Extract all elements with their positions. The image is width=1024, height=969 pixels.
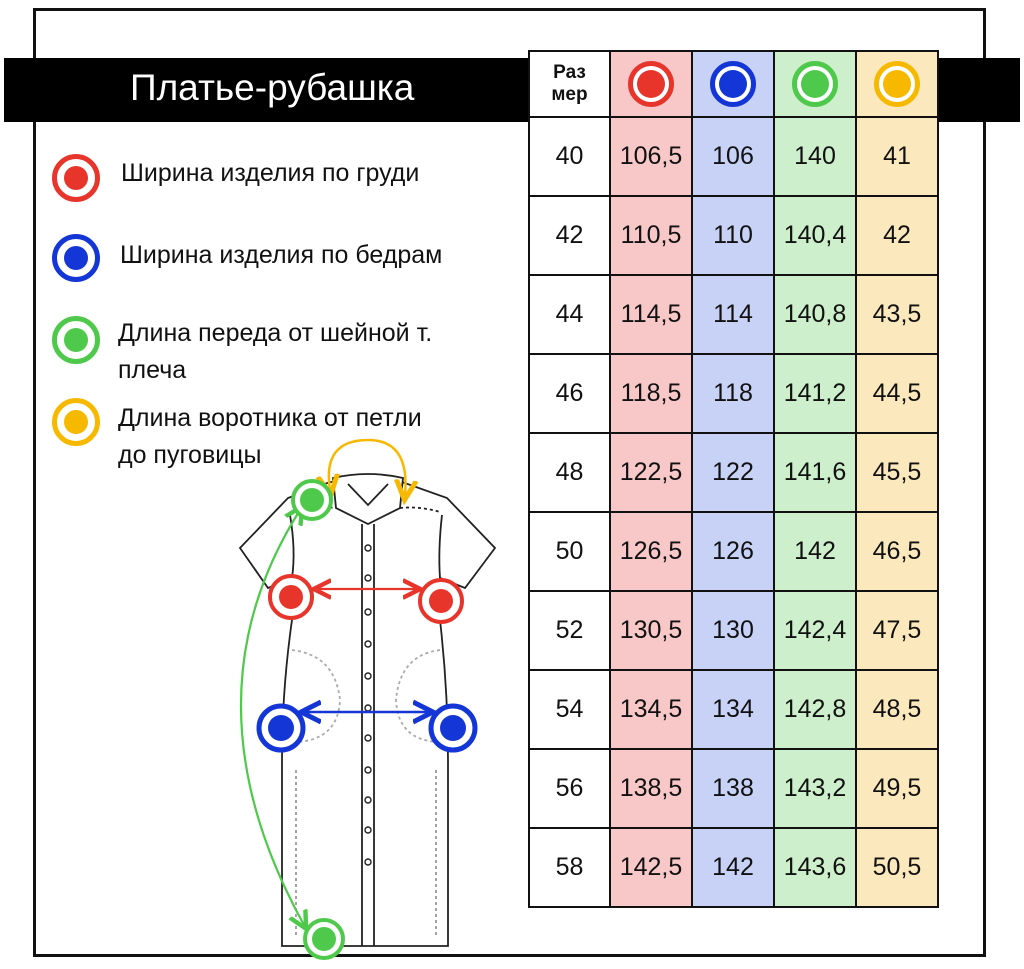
hip-cell: 138	[691, 748, 775, 829]
hip-cell: 142	[691, 827, 775, 908]
length-arrow	[239, 510, 304, 925]
table-row: 48 122,5 122 141,6 45,5	[528, 432, 939, 513]
chest-cell: 118,5	[609, 353, 693, 434]
legend-text-hip-width: Ширина изделия по бедрам	[120, 241, 443, 269]
blue-marker-icon	[710, 61, 756, 107]
legend-text-chest-width: Ширина изделия по груди	[121, 159, 420, 187]
legend-text-collar-length-line1: Длина воротника от петли	[118, 404, 422, 432]
size-cell: 46	[528, 353, 611, 434]
collar-cell: 47,5	[855, 590, 939, 671]
table-header-row: Раз мер	[528, 50, 939, 118]
size-table: Раз мер 40 106,5 106 140 41 42 110,5 110…	[528, 50, 939, 908]
table-row: 58 142,5 142 143,6 50,5	[528, 827, 939, 908]
size-cell: 54	[528, 669, 611, 750]
chest-cell: 114,5	[609, 274, 693, 355]
green-shoulder-marker-icon	[291, 479, 333, 521]
table-row: 44 114,5 114 140,8 43,5	[528, 274, 939, 355]
table-row: 42 110,5 110 140,4 42	[528, 195, 939, 276]
legend-text-collar-length-line2: до пуговицы	[118, 441, 262, 469]
legend-text-collar-length: Длина воротника от петли до пуговицы	[118, 400, 422, 474]
red-marker-icon	[628, 61, 674, 107]
chest-cell: 130,5	[609, 590, 693, 671]
table-row: 50 126,5 126 142 46,5	[528, 511, 939, 592]
chest-cell: 110,5	[609, 195, 693, 276]
size-cell: 48	[528, 432, 611, 513]
length-cell: 140	[773, 116, 857, 197]
table-row: 54 134,5 134 142,8 48,5	[528, 669, 939, 750]
size-cell: 40	[528, 116, 611, 197]
size-column-header: Раз мер	[528, 50, 611, 118]
collar-column-header	[855, 50, 939, 118]
size-header-line1: Раз	[553, 62, 586, 83]
length-cell: 140,8	[773, 274, 857, 355]
page-frame	[33, 8, 986, 957]
length-cell: 141,2	[773, 353, 857, 434]
collar-cell: 49,5	[855, 748, 939, 829]
collar-cell: 43,5	[855, 274, 939, 355]
hip-cell: 130	[691, 590, 775, 671]
collar-cell: 45,5	[855, 432, 939, 513]
length-cell: 142,4	[773, 590, 857, 671]
blue-marker-icon	[52, 234, 100, 282]
table-row: 40 106,5 106 140 41	[528, 116, 939, 197]
chest-cell: 134,5	[609, 669, 693, 750]
table-row: 56 138,5 138 143,2 49,5	[528, 748, 939, 829]
red-marker-icon	[52, 154, 100, 202]
hip-cell: 118	[691, 353, 775, 434]
page-title: Платье-рубашка	[130, 67, 415, 108]
size-cell: 52	[528, 590, 611, 671]
length-cell: 143,2	[773, 748, 857, 829]
red-left-marker-icon	[268, 574, 314, 620]
length-column-header	[773, 50, 857, 118]
blue-right-marker-icon	[428, 703, 478, 753]
collar-arrow	[329, 438, 406, 495]
table-row: 52 130,5 130 142,4 47,5	[528, 590, 939, 671]
size-cell: 42	[528, 195, 611, 276]
size-cell: 50	[528, 511, 611, 592]
size-cell: 56	[528, 748, 611, 829]
collar-cell: 46,5	[855, 511, 939, 592]
collar-cell: 41	[855, 116, 939, 197]
chest-cell: 126,5	[609, 511, 693, 592]
legend-text-front-length-line2: плеча	[118, 356, 187, 384]
collar-cell: 42	[855, 195, 939, 276]
chest-cell: 122,5	[609, 432, 693, 513]
green-hem-marker-icon	[303, 918, 345, 960]
collar-cell: 50,5	[855, 827, 939, 908]
length-cell: 143,6	[773, 827, 857, 908]
length-cell: 142	[773, 511, 857, 592]
hip-cell: 134	[691, 669, 775, 750]
chest-cell: 106,5	[609, 116, 693, 197]
chest-cell: 138,5	[609, 748, 693, 829]
hip-cell: 114	[691, 274, 775, 355]
chest-column-header	[609, 50, 693, 118]
table-row: 46 118,5 118 141,2 44,5	[528, 353, 939, 434]
red-right-marker-icon	[418, 578, 464, 624]
hip-cell: 110	[691, 195, 775, 276]
chest-cell: 142,5	[609, 827, 693, 908]
green-marker-icon	[52, 316, 100, 364]
yellow-marker-icon	[52, 398, 100, 446]
hip-cell: 126	[691, 511, 775, 592]
legend-text-front-length-line1: Длина переда от шейной т.	[118, 319, 433, 347]
yellow-marker-icon	[874, 61, 920, 107]
collar-cell: 44,5	[855, 353, 939, 434]
size-cell: 58	[528, 827, 611, 908]
hip-column-header	[691, 50, 775, 118]
blue-left-marker-icon	[256, 703, 306, 753]
collar-cell: 48,5	[855, 669, 939, 750]
green-marker-icon	[792, 61, 838, 107]
length-cell: 141,6	[773, 432, 857, 513]
size-header-line2: мер	[551, 84, 588, 105]
length-cell: 142,8	[773, 669, 857, 750]
length-cell: 140,4	[773, 195, 857, 276]
legend-text-front-length: Длина переда от шейной т. плеча	[118, 315, 432, 389]
hip-cell: 106	[691, 116, 775, 197]
hip-cell: 122	[691, 432, 775, 513]
size-cell: 44	[528, 274, 611, 355]
